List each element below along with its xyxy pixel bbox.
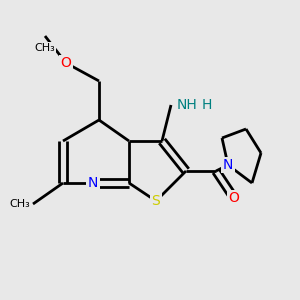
Text: N: N	[223, 158, 233, 172]
Text: H: H	[202, 98, 212, 112]
Text: O: O	[61, 56, 71, 70]
Text: O: O	[229, 191, 239, 205]
Text: S: S	[152, 194, 160, 208]
Text: CH₃: CH₃	[9, 199, 30, 209]
Text: CH₃: CH₃	[34, 43, 56, 53]
Text: N: N	[88, 176, 98, 190]
Text: NH: NH	[177, 98, 198, 112]
